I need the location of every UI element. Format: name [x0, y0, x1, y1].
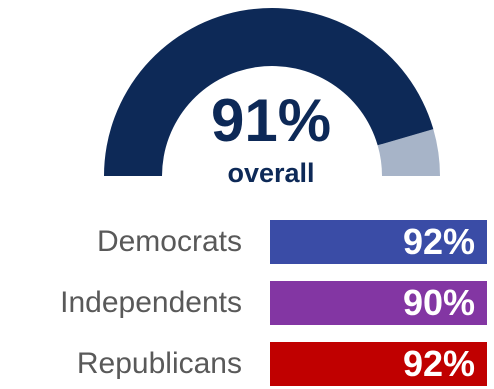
party-value: 92% [402, 221, 475, 262]
overall-percentage: 91% [210, 87, 332, 154]
gauge-remainder-arc [377, 129, 440, 176]
party-label: Independents [60, 286, 242, 319]
party-label: Republicans [76, 347, 242, 380]
gauge-fill-arc [104, 7, 434, 177]
party-value: 90% [402, 282, 475, 323]
party-value: 92% [402, 343, 475, 384]
party-bar: 90% [270, 281, 487, 325]
party-row-democrats: Democrats 92% [0, 220, 494, 264]
party-row-republicans: Republicans 92% [0, 342, 494, 386]
party-bar: 92% [270, 220, 487, 264]
party-row-independents: Independents 90% [0, 281, 494, 325]
party-bar: 92% [270, 342, 487, 386]
party-label: Democrats [96, 225, 242, 258]
overall-label: overall [227, 158, 315, 188]
